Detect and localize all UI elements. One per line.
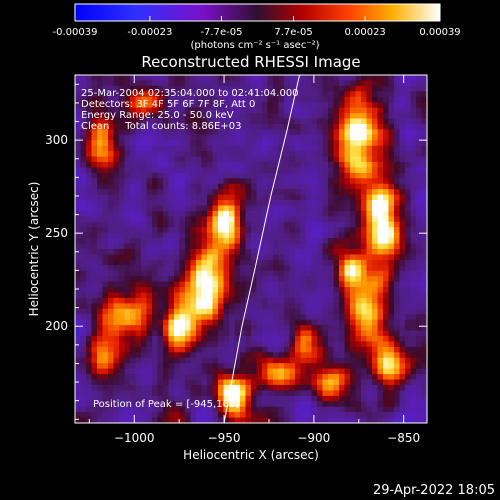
- heatmap-image: [75, 75, 427, 423]
- x-tick-label: −850: [387, 431, 420, 445]
- footer-timestamp: 29-Apr-2022 18:05: [373, 483, 495, 498]
- peak-position-label: Position of Peak = [-945,161]: [93, 399, 239, 410]
- colorbar-tick-label: 0.00039: [419, 27, 460, 38]
- colorbar-tick-label: -0.00023: [127, 27, 172, 38]
- annotation-time: 25-Mar-2004 02:35:04.000 to 02:41:04.000: [81, 88, 299, 99]
- colorbar-ticks: -0.00039 -0.00023 -7.7e-05 7.7e-05 0.00023 0.…: [53, 16, 461, 38]
- x-axis-label: Heliocentric X (arcsec): [183, 448, 319, 462]
- y-axis-label: Heliocentric Y (arcsec): [27, 182, 41, 317]
- colorbar-tick-label: 7.7e-05: [274, 27, 312, 38]
- colorbar-gradient: [74, 3, 441, 22]
- annotation-detectors: Detectors: 3F 4F 5F 6F 7F 8F, Att 0: [81, 99, 255, 110]
- y-tick-label: 250: [45, 226, 68, 240]
- y-tick-label: 300: [45, 133, 68, 147]
- y-tick-label: 200: [45, 319, 68, 333]
- annotation-counts: Clean Total counts: 8.86E+03: [81, 121, 241, 132]
- info-annotations: 25-Mar-2004 02:35:04.000 to 02:41:04.000…: [81, 88, 299, 410]
- x-tick-label: −1000: [114, 431, 155, 445]
- annotation-energy: Energy Range: 25.0 - 50.0 keV: [81, 110, 234, 121]
- x-tick-label: −950: [208, 431, 241, 445]
- colorbar-tick-label: -7.7e-05: [200, 27, 242, 38]
- colorbar: -0.00039 -0.00023 -7.7e-05 7.7e-05 0.00023 0.…: [53, 3, 461, 51]
- colorbar-units: (photons cm⁻² s⁻¹ asec⁻²): [190, 40, 319, 51]
- colorbar-tick-label: -0.00039: [53, 27, 98, 38]
- axis-ticks: −1000 −950 −900 −850 200 250 300: [45, 75, 427, 445]
- plot-frame: [74, 74, 428, 424]
- x-tick-label: −900: [297, 431, 330, 445]
- chart-title: Reconstructed RHESSI Image: [141, 53, 360, 71]
- solar-limb-curve: [223, 75, 300, 423]
- colorbar-tick-label: 0.00023: [344, 27, 385, 38]
